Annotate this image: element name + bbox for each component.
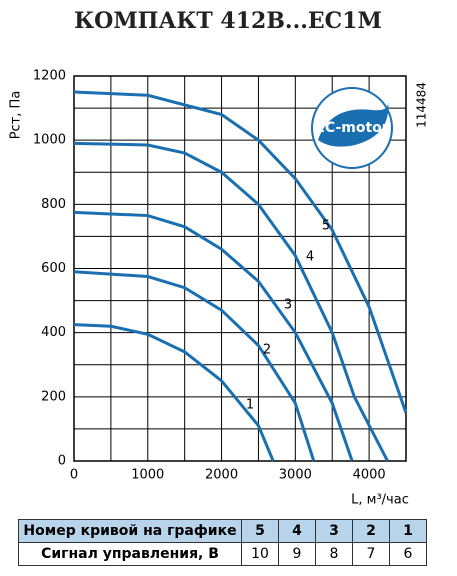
y-tick-label: 0 [58, 454, 66, 469]
table-cell: 10 [241, 542, 279, 566]
table: Номер кривой на графике 5 4 3 2 1 Сигнал управ… [18, 519, 427, 566]
table-cell: Сигнал управления, В [18, 542, 242, 566]
chart-title: КОМПАКТ 412B...EC1M [74, 8, 382, 34]
table-cell: 8 [315, 542, 353, 566]
curve-label: 3 [284, 298, 292, 313]
table-cell: 4 [278, 519, 316, 543]
table-cell: 3 [315, 519, 353, 543]
curve-label: 4 [306, 250, 314, 265]
table-cell: 1 [389, 519, 427, 543]
table-cell: 9 [278, 542, 316, 566]
x-label: L, м³/час [351, 493, 409, 508]
plot-frame [73, 75, 407, 462]
table-cell: Номер кривой на графике [18, 519, 242, 543]
table-row: Сигнал управления, В 10 9 8 7 6 [18, 542, 427, 566]
table-cell: 6 [389, 542, 427, 566]
curve [73, 323, 275, 462]
table-cell: 2 [352, 519, 390, 543]
table-row: Номер кривой на графике 5 4 3 2 1 [18, 519, 427, 543]
curve-label: 1 [246, 398, 254, 413]
x-tick-label: 0 [70, 468, 78, 483]
y-tick-label: 200 [41, 389, 66, 404]
x-tick-label: 1000 [131, 468, 164, 483]
chart: КОМПАКТ 412B...EC1M Pст, Па L, м³/час 11… [9, 8, 429, 508]
code: 114484 [415, 82, 429, 128]
y-tick-label: 600 [41, 261, 66, 276]
y-label: Pст, Па [9, 91, 24, 140]
curve [73, 90, 408, 414]
logo-text: EC-motor [315, 120, 388, 136]
curve [73, 270, 316, 462]
table-cell: 5 [241, 519, 279, 543]
x-tick-label: 3000 [279, 468, 312, 483]
curve [73, 141, 389, 462]
y-tick-label: 1200 [33, 69, 66, 84]
y-tick-label: 1000 [33, 133, 66, 148]
logo: EC-motor [311, 87, 393, 169]
y-tick-label: 800 [41, 197, 66, 212]
x-tick-label: 4000 [353, 468, 386, 483]
y-tick-label: 400 [41, 325, 66, 340]
logo-leaf [318, 100, 389, 147]
curve-label: 5 [322, 219, 330, 234]
curve-label: 2 [263, 343, 271, 358]
table-cell: 7 [352, 542, 390, 566]
x-tick-label: 2000 [205, 468, 238, 483]
curve [73, 210, 354, 462]
